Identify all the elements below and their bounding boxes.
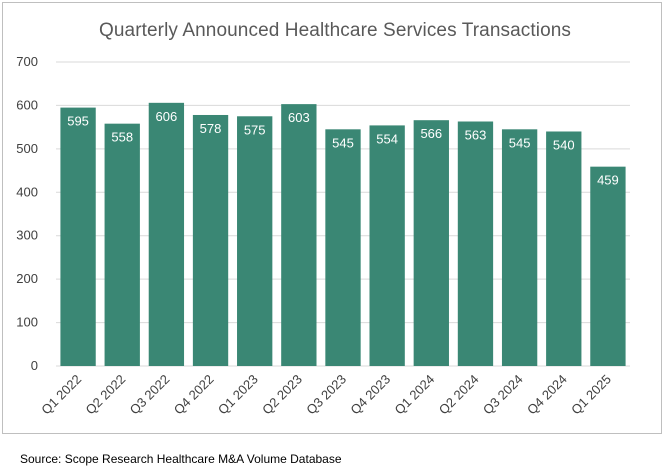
- x-tick-label: Q1 2025: [568, 372, 614, 418]
- y-tick-label: 0: [31, 358, 38, 373]
- data-label: 603: [288, 110, 310, 125]
- data-labels: 595 558 606 578 575 603 545 554 566 563 545 540 459: [67, 109, 619, 188]
- data-label: 606: [156, 109, 178, 124]
- data-label: 578: [200, 121, 222, 136]
- y-tick-label: 300: [16, 228, 38, 243]
- x-tick-label: Q2 2022: [82, 372, 128, 418]
- bar: [413, 120, 449, 367]
- x-tick-label: Q1 2023: [215, 372, 261, 418]
- data-label: 540: [553, 137, 575, 152]
- x-tick-label: Q1 2024: [392, 372, 438, 418]
- data-label: 545: [332, 135, 354, 150]
- x-tick-label: Q4 2022: [171, 372, 217, 418]
- data-label: 459: [597, 173, 619, 188]
- y-tick-label: 600: [16, 97, 38, 112]
- bar: [590, 166, 626, 366]
- bar-chart: 0 100 200 300 400 500 600 700 595 558 606 578 575 60…: [16, 54, 630, 418]
- bar: [281, 104, 317, 366]
- data-label: 545: [509, 135, 531, 150]
- data-label: 563: [465, 127, 487, 142]
- y-tick-label: 200: [16, 271, 38, 286]
- bar: [369, 125, 405, 366]
- source-note: Source: Scope Research Healthcare M&A Vo…: [20, 452, 342, 466]
- data-label: 566: [420, 126, 442, 141]
- chart-title: Quarterly Announced Healthcare Services …: [99, 20, 571, 41]
- bar: [501, 129, 538, 366]
- bar: [104, 123, 140, 366]
- bar: [192, 114, 229, 367]
- data-label: 558: [111, 130, 133, 145]
- bar: [546, 131, 582, 366]
- x-tick-label: Q4 2024: [524, 372, 570, 418]
- bar: [237, 116, 273, 367]
- y-axis-tick-labels: 0 100 200 300 400 500 600 700: [16, 54, 38, 373]
- data-label: 554: [376, 131, 398, 146]
- bars: [60, 102, 626, 367]
- y-tick-label: 400: [16, 184, 38, 199]
- x-tick-label: Q2 2023: [259, 372, 305, 418]
- x-tick-label: Q4 2023: [347, 372, 393, 418]
- bar: [60, 107, 96, 366]
- data-label: 575: [244, 122, 266, 137]
- data-label: 595: [67, 114, 89, 129]
- x-tick-label: Q3 2023: [303, 372, 349, 418]
- bar: [325, 129, 361, 366]
- x-tick-label: Q1 2022: [38, 372, 84, 418]
- bar: [148, 102, 185, 366]
- y-tick-label: 700: [16, 54, 38, 69]
- y-tick-label: 500: [16, 141, 38, 156]
- y-tick-label: 100: [16, 315, 38, 330]
- bar: [457, 121, 494, 366]
- x-tick-label: Q3 2024: [480, 372, 526, 418]
- x-tick-label: Q2 2024: [436, 372, 482, 418]
- x-tick-label: Q3 2022: [127, 372, 173, 418]
